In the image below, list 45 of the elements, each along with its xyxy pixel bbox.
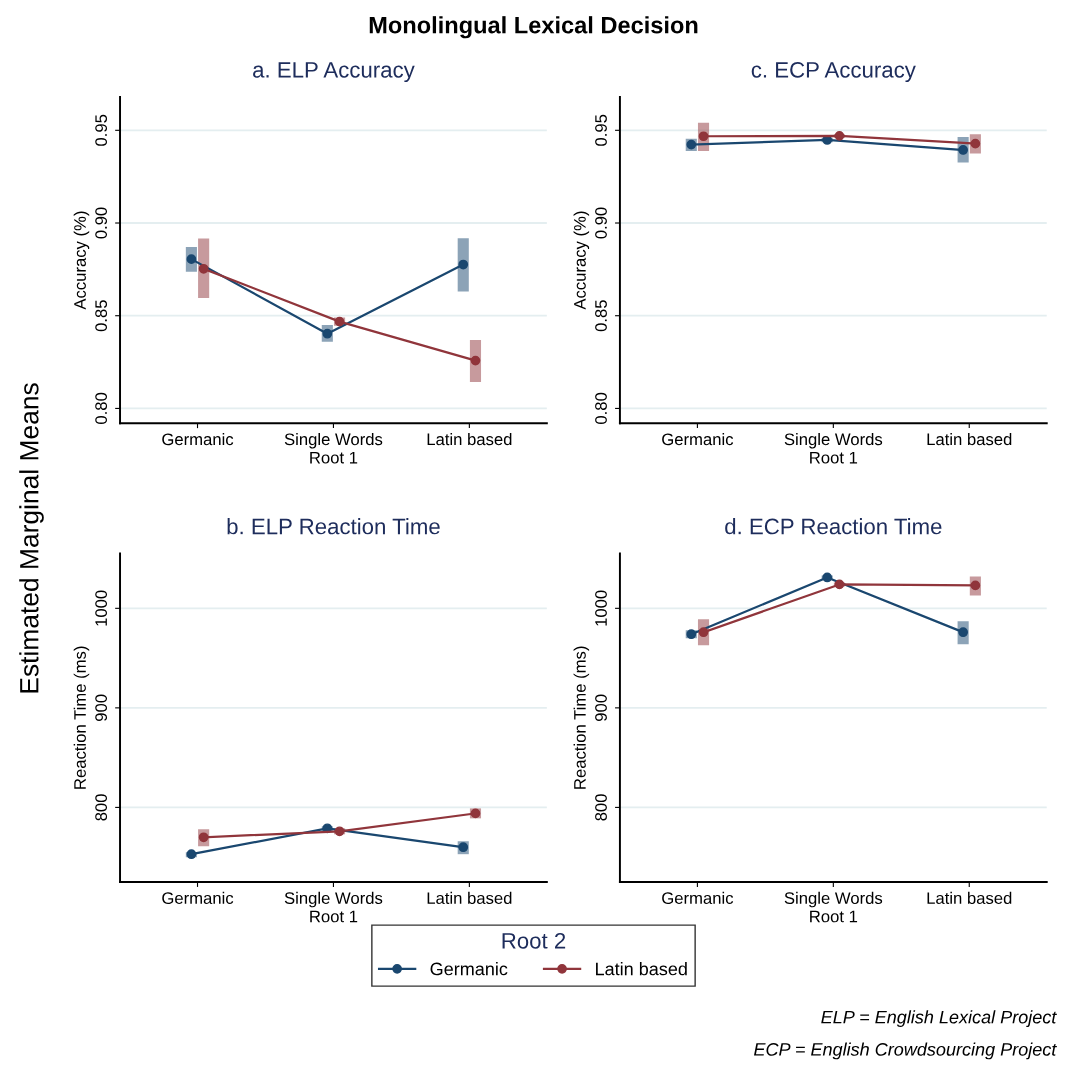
- x-tick-label: Single Words: [784, 891, 883, 908]
- y-tick-label: 0.85: [595, 300, 607, 332]
- y-axis-title: Accuracy (%): [573, 211, 590, 310]
- chart-title: c. ECP Accuracy: [751, 61, 916, 83]
- legend-title: Root 2: [502, 932, 566, 949]
- chart-title: a. ELP Accuracy: [253, 62, 415, 83]
- y-tick-label: 900: [95, 694, 108, 721]
- y-tick-label: 0.80: [95, 392, 108, 424]
- x-tick-label: Single Words: [784, 432, 883, 449]
- x-axis-title: Root 1: [810, 451, 858, 464]
- x-tick-label: Latin based: [927, 891, 1012, 905]
- y-axis-title: Reaction Time (ms): [573, 646, 590, 789]
- y-tick-label: 800: [595, 794, 607, 821]
- y-tick-label: 0.95: [95, 114, 108, 146]
- y-tick-label: 0.90: [595, 207, 607, 239]
- legend-label: Latin based: [596, 962, 687, 976]
- text: ECP = English Crowdsourcing Project: [754, 1042, 1057, 1060]
- y-axis-title: Reaction Time (ms): [73, 646, 90, 789]
- x-axis-title: Root 1: [810, 910, 858, 923]
- text: Monolingual Lexical Decision: [369, 16, 698, 39]
- x-tick-label: Latin based: [427, 891, 512, 905]
- y-tick-label: 0.80: [595, 392, 607, 424]
- x-tick-label: Single Words: [284, 432, 383, 449]
- y-tick-label: 800: [95, 794, 108, 821]
- x-axis-title: Root 1: [310, 910, 358, 923]
- x-tick-label: Germanic: [662, 432, 734, 446]
- x-tick-label: Germanic: [662, 891, 734, 905]
- x-tick-label: Single Words: [284, 891, 383, 908]
- text: Estimated Marginal Means: [19, 383, 44, 693]
- legend-label: Germanic: [430, 962, 508, 976]
- y-tick-label: 1000: [95, 590, 108, 626]
- chart-title: d. ECP Reaction Time: [725, 518, 942, 535]
- y-tick-label: 0.95: [595, 114, 607, 146]
- y-tick-label: 0.85: [95, 300, 108, 332]
- text: ELP = English Lexical Project: [821, 1010, 1057, 1028]
- x-tick-label: Germanic: [162, 891, 234, 905]
- y-tick-label: 0.90: [95, 207, 108, 239]
- x-tick-label: Latin based: [927, 432, 1012, 446]
- x-tick-label: Latin based: [427, 432, 512, 446]
- y-tick-label: 900: [595, 694, 607, 721]
- x-tick-label: Germanic: [162, 432, 234, 446]
- y-tick-label: 1000: [595, 590, 607, 626]
- chart-title: b. ELP Reaction Time: [227, 518, 440, 535]
- y-axis-title: Accuracy (%): [73, 211, 90, 310]
- x-axis-title: Root 1: [310, 451, 358, 464]
